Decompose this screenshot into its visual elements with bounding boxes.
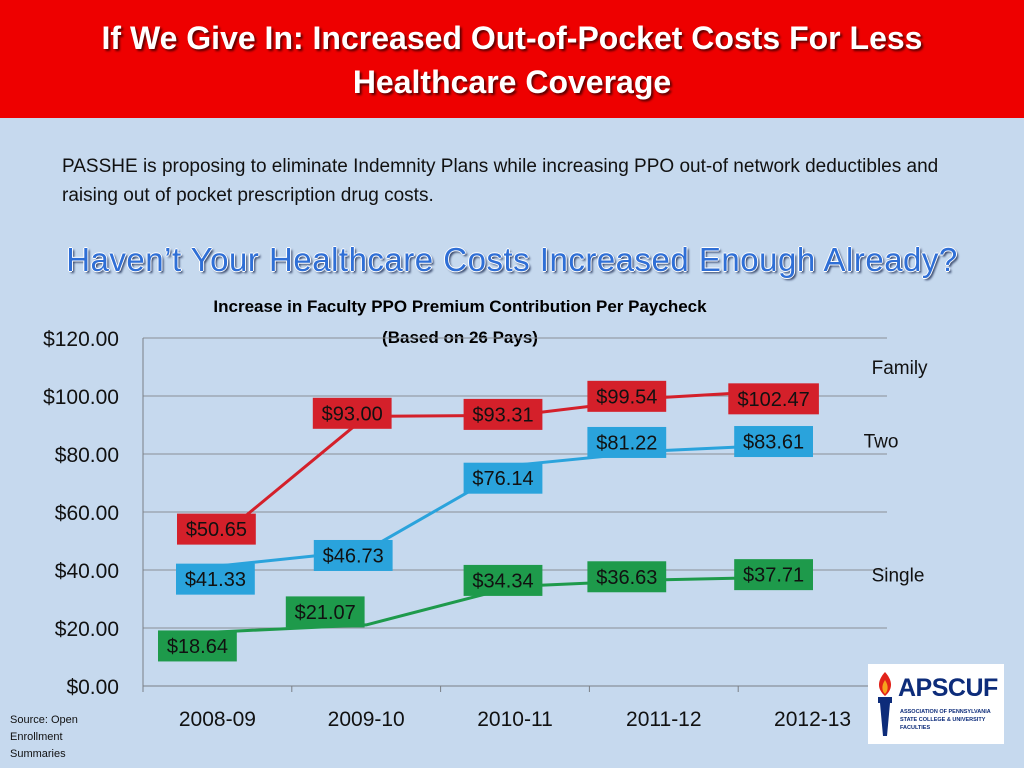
data-label: $102.47 (737, 389, 809, 411)
data-label-box (463, 462, 543, 494)
data-label: $34.34 (472, 570, 533, 592)
data-label: $41.33 (185, 569, 246, 591)
data-label-box (587, 426, 667, 458)
y-tick-label: $40.00 (55, 560, 119, 583)
y-tick-label: $60.00 (55, 502, 119, 525)
data-label-box (176, 563, 255, 595)
y-tick-label: $80.00 (55, 444, 119, 467)
x-tick-label: 2012-13 (774, 708, 851, 731)
torch-icon (878, 672, 892, 736)
page-title: If We Give In: Increased Out-of-Pocket C… (101, 20, 923, 100)
data-label-box (734, 426, 813, 458)
data-label-box (285, 596, 365, 628)
data-label-box (463, 564, 543, 596)
data-label: $37.71 (743, 565, 804, 587)
data-label: $99.54 (596, 386, 657, 408)
y-tick-label: $0.00 (66, 676, 119, 699)
data-label: $21.07 (295, 602, 356, 624)
y-tick-label: $20.00 (55, 618, 119, 641)
x-tick-label: 2010-11 (477, 708, 553, 731)
series-name-two: Two (864, 432, 899, 453)
intro-text: PASSHE is proposing to eliminate Indemni… (62, 156, 939, 206)
data-label: $46.73 (323, 545, 384, 567)
y-tick-label: $100.00 (43, 386, 119, 409)
data-label: $36.63 (596, 567, 657, 589)
data-label-box (313, 539, 393, 571)
logo-name: APSCUF (898, 674, 998, 702)
data-label-box (587, 380, 667, 412)
data-label: $18.64 (167, 636, 228, 658)
x-tick-label: 2009-10 (328, 708, 405, 731)
series-name-single: Single (872, 566, 925, 587)
x-tick-label: 2008-09 (179, 708, 256, 731)
data-label-box (587, 561, 667, 593)
data-label: $83.61 (743, 432, 804, 454)
data-label-box (177, 513, 256, 545)
chart-title-line-1: Increase in Faculty PPO Premium Contribu… (213, 297, 707, 316)
series-line-two (217, 442, 813, 568)
source-note: Source: Open Enrollment Summaries (10, 714, 78, 760)
data-label: $81.22 (596, 432, 657, 454)
slide-subtitle: Haven’t Your Healthcare Costs Increased … (66, 241, 958, 278)
series-name-family: Family (872, 358, 928, 379)
data-label: $93.00 (322, 403, 383, 425)
data-label: $76.14 (472, 468, 533, 490)
x-tick-label: 2011-12 (626, 708, 702, 731)
data-label-box (463, 398, 543, 430)
apscuf-logo: APSCUF ASSOCIATION OF PENNSYLVANIA STATE… (868, 664, 1004, 744)
y-tick-label: $120.00 (43, 328, 119, 351)
data-label-box (312, 397, 392, 429)
title-banner: If We Give In: Increased Out-of-Pocket C… (0, 0, 1024, 118)
data-label: $50.65 (186, 519, 247, 541)
data-label-box (728, 383, 819, 415)
data-label-box (158, 630, 237, 662)
data-label-box (734, 559, 813, 591)
data-label: $93.31 (472, 404, 533, 426)
chart-title: Increase in Faculty PPO Premium Contribu… (140, 291, 780, 353)
logo-subtitle: ASSOCIATION OF PENNSYLVANIA STATE COLLEG… (900, 709, 991, 731)
